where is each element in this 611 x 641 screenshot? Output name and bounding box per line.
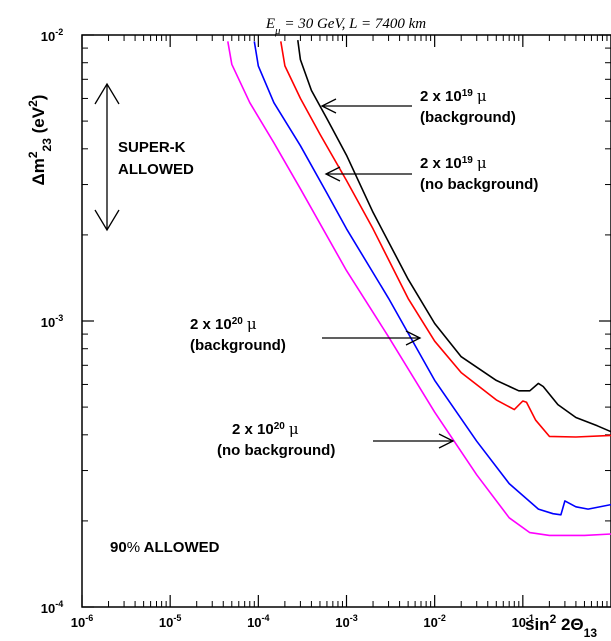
annotation-arrows [320,98,455,449]
x-tick-label: 10-6 [71,613,93,630]
x-tick-label: 10-4 [247,613,269,630]
y-tick-label: 10-4 [41,599,63,616]
axis-ticks: 10-6 10-5 10-4 10-3 10-2 10-1 10-4 10-3 10-2 [41,27,611,630]
y-tick-label: 10-3 [41,313,63,330]
allowed-label: 90% ALLOWED [110,539,220,556]
x-tick-label: 10-3 [335,613,357,630]
series-line-black [297,39,611,433]
series-line-magenta [227,41,611,537]
y-axis-label: Δm223 (eV2) [26,95,54,186]
x-axis-label: sin2 2Θ13 [525,612,597,640]
label-bg20-line1: 2 x 1020 μ [190,315,257,333]
series-group [227,39,611,537]
series-line-blue [253,41,611,516]
superk-label-2: ALLOWED [118,161,194,178]
series-line-red [280,41,611,438]
chart-title: Eμ = 30 GeV, L = 7400 km [265,16,426,37]
label-bg20-line2: (background) [190,337,286,354]
x-tick-label: 10-2 [423,613,445,630]
label-nbg19-line2: (no background) [420,176,538,193]
superk-arrow [94,82,120,232]
plot-frame [81,34,611,608]
y-tick-label: 10-2 [41,27,63,44]
label-bg19-line1: 2 x 1019 μ [420,87,487,105]
x-tick-label: 10-5 [159,613,181,630]
x-tick-label: 10-1 [512,613,534,630]
label-nbg19-line1: 2 x 1019 μ [420,154,487,172]
label-bg19-line2: (background) [420,109,516,126]
label-nbg20-line1: 2 x 1020 μ [232,420,299,438]
label-nbg20-line2: (no background) [217,442,335,459]
superk-label-1: SUPER-K [118,139,186,156]
